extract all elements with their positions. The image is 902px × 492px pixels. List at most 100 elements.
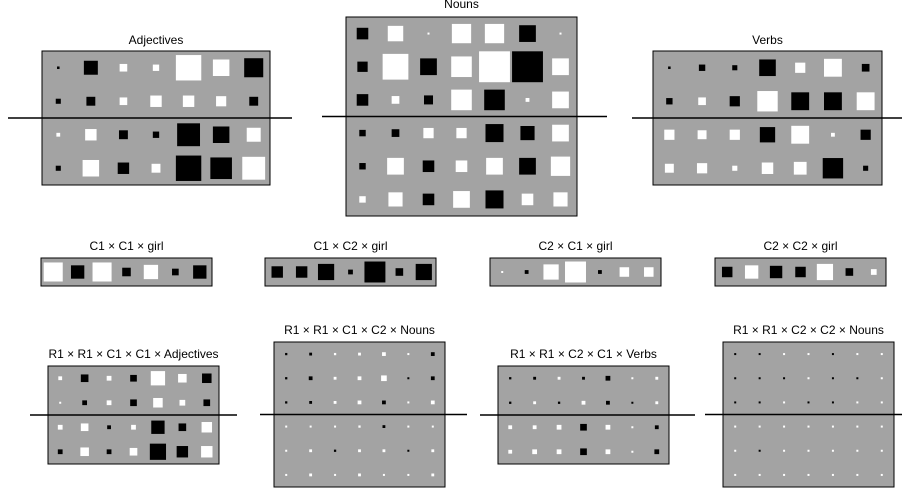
weight-square-positive bbox=[543, 264, 559, 280]
weight-square-positive bbox=[59, 401, 62, 404]
weight-square-positive bbox=[532, 425, 537, 430]
weight-square-negative bbox=[533, 376, 537, 380]
panel-c2c1girl: C2 × C1 × girl bbox=[489, 239, 662, 287]
panel-title: R1 × R1 × C1 × C1 × Adjectives bbox=[48, 347, 218, 361]
weight-square-negative bbox=[193, 265, 207, 279]
weight-square-positive bbox=[358, 473, 361, 477]
weight-square-positive bbox=[732, 165, 738, 171]
weight-square-negative bbox=[721, 266, 733, 278]
weight-square-positive bbox=[807, 449, 810, 452]
weight-square-negative bbox=[654, 449, 660, 455]
weight-square-positive bbox=[382, 352, 386, 356]
weight-square-positive bbox=[391, 96, 400, 104]
weight-square-positive bbox=[431, 473, 435, 477]
weight-square-negative bbox=[807, 401, 810, 404]
weight-square-negative bbox=[55, 165, 61, 171]
weight-square-negative bbox=[407, 449, 410, 452]
panel-c1c2girl: C1 × C2 × girl bbox=[264, 239, 437, 287]
weight-square-positive bbox=[201, 422, 213, 433]
weight-square-negative bbox=[732, 65, 738, 71]
weight-square-negative bbox=[118, 130, 128, 140]
weight-square-negative bbox=[734, 377, 737, 380]
weight-square-negative bbox=[203, 399, 211, 407]
weight-square-positive bbox=[82, 159, 100, 177]
panel-verbs: Verbs bbox=[632, 33, 902, 186]
weight-square-negative bbox=[356, 27, 369, 40]
panel-title: R1 × R1 × C2 × C2 × Nouns bbox=[733, 323, 884, 337]
weight-square-positive bbox=[407, 425, 410, 428]
weight-square-positive bbox=[285, 473, 288, 476]
weight-square-positive bbox=[285, 449, 288, 452]
weight-square-negative bbox=[795, 266, 806, 278]
weight-square-negative bbox=[178, 423, 187, 432]
weight-square-positive bbox=[451, 89, 472, 111]
weight-square-negative bbox=[519, 25, 536, 42]
weight-square-negative bbox=[122, 267, 131, 277]
weight-square-positive bbox=[484, 23, 505, 44]
weight-square-negative bbox=[249, 96, 259, 106]
weight-square-positive bbox=[856, 449, 859, 452]
weight-square-positive bbox=[333, 352, 337, 356]
weight-square-positive bbox=[358, 425, 361, 428]
weight-square-positive bbox=[85, 129, 97, 141]
weight-square-positive bbox=[179, 399, 186, 406]
weight-square-positive bbox=[182, 95, 195, 107]
weight-square-negative bbox=[831, 353, 834, 356]
weight-square-positive bbox=[309, 425, 312, 428]
weight-square-positive bbox=[175, 55, 202, 81]
weight-square-positive bbox=[880, 401, 883, 404]
weight-square-positive bbox=[309, 449, 313, 453]
weight-square-negative bbox=[391, 129, 400, 137]
weight-square-positive bbox=[807, 425, 810, 428]
weight-square-negative bbox=[557, 401, 561, 404]
weight-square-positive bbox=[655, 401, 659, 405]
weight-square-positive bbox=[106, 400, 112, 406]
weight-square-positive bbox=[334, 473, 337, 476]
weight-square-negative bbox=[382, 425, 386, 428]
weight-square-positive bbox=[631, 377, 634, 380]
weight-square-positive bbox=[631, 450, 634, 453]
weight-square-positive bbox=[453, 191, 470, 208]
weight-square-negative bbox=[519, 157, 536, 175]
weight-square-positive bbox=[795, 62, 806, 73]
weight-square-negative bbox=[130, 399, 137, 407]
weight-square-negative bbox=[605, 375, 611, 381]
weight-square-positive bbox=[285, 425, 288, 428]
weight-square-negative bbox=[860, 129, 871, 140]
weight-square-negative bbox=[824, 92, 842, 111]
weight-square-negative bbox=[861, 63, 870, 72]
weight-square-negative bbox=[202, 373, 212, 384]
weight-square-positive bbox=[783, 353, 786, 356]
weight-square-positive bbox=[807, 473, 810, 476]
weight-square-positive bbox=[80, 423, 89, 432]
weight-square-positive bbox=[550, 156, 571, 176]
weight-square-positive bbox=[856, 425, 859, 428]
weight-square-negative bbox=[175, 155, 202, 181]
panel-adjectives: Adjectives bbox=[8, 33, 292, 186]
weight-square-positive bbox=[734, 449, 737, 452]
panel-r1r1c1c2nouns: R1 × R1 × C1 × C2 × Nouns bbox=[260, 323, 467, 488]
weight-square-positive bbox=[131, 424, 136, 430]
weight-square-positive bbox=[856, 92, 875, 111]
weight-square-positive bbox=[43, 262, 63, 282]
weight-square-positive bbox=[831, 425, 834, 428]
weight-square-negative bbox=[424, 95, 434, 105]
weight-square-positive bbox=[334, 425, 337, 428]
weight-square-negative bbox=[359, 129, 366, 137]
weight-square-positive bbox=[143, 264, 159, 280]
weight-square-negative bbox=[759, 127, 776, 143]
weight-square-positive bbox=[631, 426, 634, 429]
weight-square-negative bbox=[57, 66, 60, 70]
weight-square-positive bbox=[757, 91, 778, 112]
weight-square-positive bbox=[333, 376, 337, 380]
weight-square-positive bbox=[358, 449, 361, 453]
panel-title: Verbs bbox=[752, 33, 783, 47]
weight-square-negative bbox=[822, 158, 844, 179]
weight-square-negative bbox=[130, 374, 137, 382]
weight-square-positive bbox=[508, 425, 513, 430]
weight-square-negative bbox=[55, 98, 61, 104]
weight-square-positive bbox=[619, 267, 630, 277]
weight-square-positive bbox=[565, 261, 586, 283]
weight-square-negative bbox=[285, 401, 288, 404]
weight-square-negative bbox=[484, 89, 505, 111]
